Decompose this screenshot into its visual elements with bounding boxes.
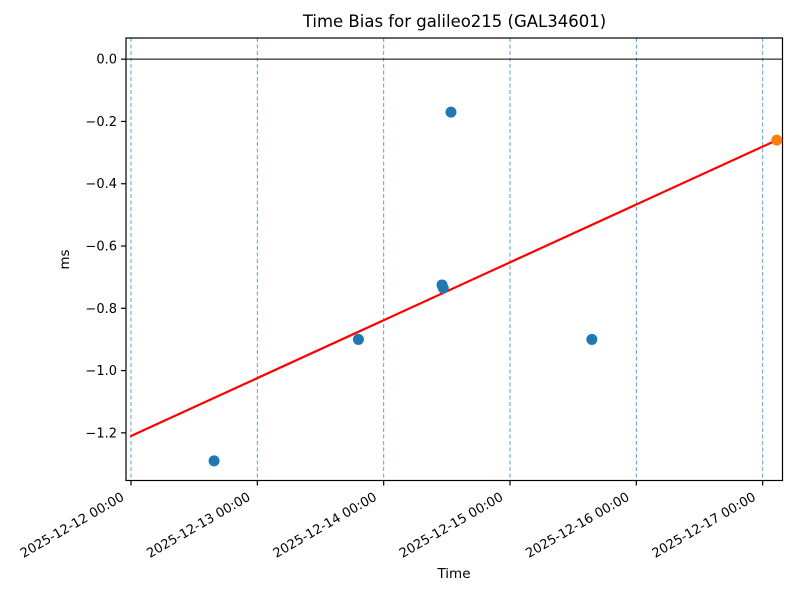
- bias-measurements-point: [445, 106, 457, 118]
- x-tick-label: 2025-12-12 00:00: [18, 490, 127, 562]
- trend-line: [129, 139, 778, 438]
- y-tick-label: 0.0: [96, 53, 117, 68]
- bias-measurements-point: [586, 333, 598, 345]
- x-tick-label: 2025-12-16 00:00: [523, 490, 632, 562]
- data-points-layer: [208, 106, 783, 467]
- gridlines-layer: [130, 38, 764, 481]
- x-tick-label: 2025-12-13 00:00: [144, 490, 253, 562]
- bias-measurements-point: [208, 455, 220, 467]
- y-axis-label: ms: [57, 249, 73, 269]
- x-tick-label: 2025-12-17 00:00: [650, 490, 759, 562]
- y-tick-label: −0.6: [85, 240, 117, 255]
- plot-area-border: [125, 37, 784, 482]
- x-axis-label: Time: [436, 566, 470, 582]
- trend-line-layer: [129, 139, 778, 438]
- y-tick-label: −0.8: [85, 302, 117, 317]
- chart-title: Time Bias for galileo215 (GAL34601): [302, 12, 606, 31]
- bias-measurements-point: [352, 333, 364, 345]
- tick-marks-layer: [121, 58, 764, 486]
- x-tick-label: 2025-12-14 00:00: [271, 490, 380, 562]
- axes-spines-layer: [125, 37, 784, 482]
- y-tick-label: −0.2: [85, 115, 117, 130]
- latest-measurement-point: [771, 134, 783, 146]
- x-tick-label: 2025-12-15 00:00: [397, 490, 506, 562]
- bias-measurements-point: [437, 282, 449, 294]
- y-tick-labels-layer: 0.0 −0.2 −0.4 −0.6 −0.8 −1.0 −1.2: [85, 53, 117, 442]
- y-tick-label: −1.0: [85, 364, 117, 379]
- y-tick-label: −1.2: [85, 426, 117, 441]
- x-tick-labels-layer: 2025-12-12 00:00 2025-12-13 00:00 2025-12-…: [18, 490, 759, 562]
- y-tick-label: −0.4: [85, 177, 117, 192]
